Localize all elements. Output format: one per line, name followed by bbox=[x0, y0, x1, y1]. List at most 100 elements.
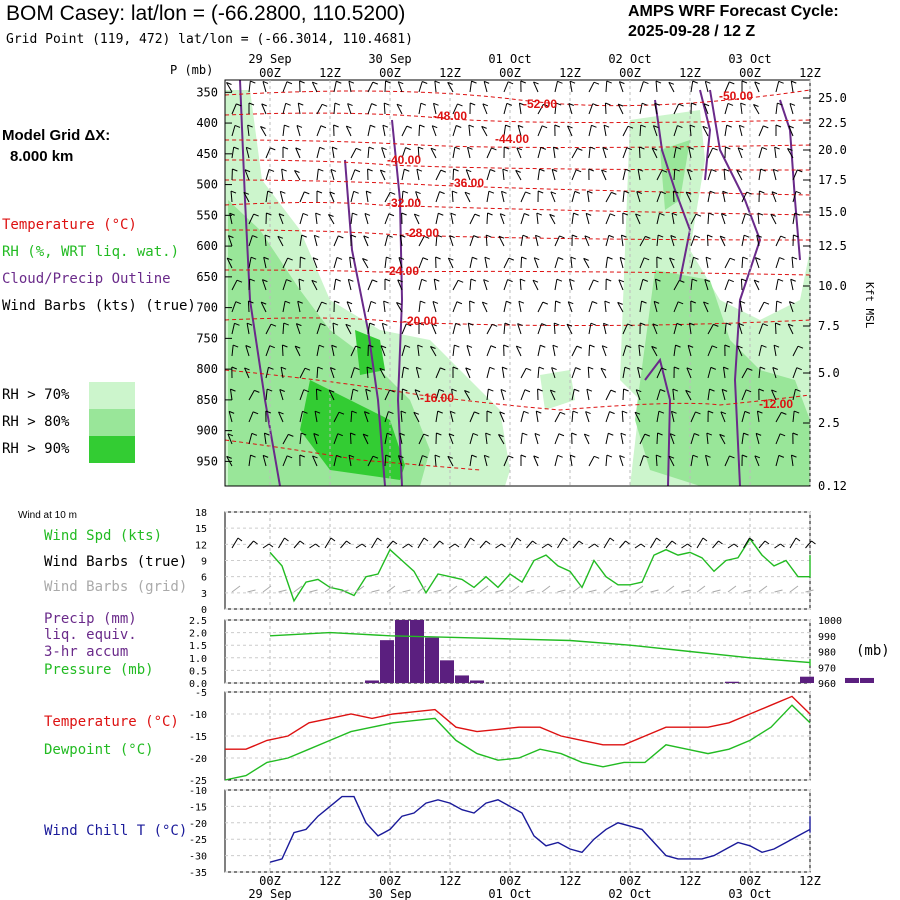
upper-barb bbox=[265, 169, 270, 181]
surface-barb-true-flag bbox=[687, 543, 692, 548]
temperature-contour-label: -36.00 bbox=[450, 176, 484, 190]
upper-barb-flag bbox=[651, 147, 658, 151]
upper-barb-flag bbox=[452, 190, 458, 194]
upper-barb-flag bbox=[654, 102, 660, 106]
upper-barb bbox=[775, 235, 782, 247]
upper-barb bbox=[588, 81, 595, 93]
upper-barb-flag bbox=[675, 146, 682, 150]
upper-barb-flag bbox=[759, 190, 765, 194]
upper-barb-flag bbox=[742, 256, 748, 260]
upper-barb-flag bbox=[404, 344, 411, 348]
upper-barb bbox=[690, 213, 697, 225]
upper-barb-flag bbox=[776, 300, 782, 304]
surface-barb-true bbox=[231, 537, 239, 549]
upper-barb bbox=[350, 148, 357, 159]
upper-barb-flag bbox=[362, 258, 368, 261]
upper-barb-flag bbox=[330, 367, 336, 371]
upper-barb bbox=[617, 302, 624, 313]
upper-barb bbox=[467, 147, 471, 159]
upper-barb bbox=[349, 432, 352, 445]
upper-barb-flag bbox=[457, 103, 463, 107]
upper-barb bbox=[651, 346, 658, 357]
upper-barb bbox=[348, 455, 352, 467]
upper-barb-flag bbox=[558, 257, 564, 260]
upper-barb-flag bbox=[304, 191, 310, 195]
upper-barb bbox=[483, 455, 488, 467]
upper-barb bbox=[637, 169, 641, 181]
kft-tick-label: 5.0 bbox=[818, 366, 840, 380]
upper-barb-flag bbox=[250, 454, 256, 458]
upper-barb-flag bbox=[695, 411, 701, 415]
surface-barb-true-flag bbox=[656, 537, 661, 542]
wind-chill-tick-label: -15 bbox=[189, 802, 207, 813]
upper-barb-flag bbox=[570, 256, 577, 260]
upper-barb bbox=[484, 257, 488, 269]
upper-barb-flag bbox=[318, 344, 325, 348]
upper-barb bbox=[601, 345, 607, 357]
upper-barb bbox=[248, 455, 252, 467]
temperature-contour-label: -48.00 bbox=[433, 109, 467, 123]
upper-barb-flag bbox=[464, 191, 471, 195]
upper-barb-flag bbox=[566, 323, 573, 327]
upper-barb bbox=[333, 455, 337, 467]
upper-barb-flag bbox=[244, 367, 250, 371]
upper-barb bbox=[312, 257, 318, 269]
upper-barb bbox=[501, 191, 505, 203]
upper-barb-flag bbox=[253, 213, 259, 217]
upper-barb-flag bbox=[351, 410, 357, 414]
upper-barb bbox=[635, 389, 641, 401]
upper-barb bbox=[333, 279, 337, 291]
upper-barb-flag bbox=[301, 234, 307, 238]
upper-barb bbox=[367, 125, 371, 137]
upper-barb-flag bbox=[690, 300, 696, 304]
upper-barb bbox=[346, 301, 352, 313]
precip-bar bbox=[725, 681, 739, 683]
surface-barb-true bbox=[774, 543, 781, 549]
upper-barb-flag bbox=[741, 278, 747, 282]
upper-barb-flag bbox=[504, 322, 511, 326]
upper-barb bbox=[741, 213, 746, 225]
upper-barb bbox=[738, 125, 743, 137]
upper-barb-flag bbox=[264, 234, 271, 238]
kft-tick-label: 15.0 bbox=[818, 205, 847, 219]
station-title: BOM Casey: lat/lon = (-66.2800, 110.5200… bbox=[6, 2, 406, 25]
upper-barb-flag bbox=[385, 80, 391, 84]
upper-barb-flag bbox=[294, 170, 300, 173]
surface-barb-grid bbox=[293, 585, 303, 593]
upper-barb-flag bbox=[778, 454, 785, 458]
surface-barb-grid bbox=[278, 589, 287, 593]
upper-barb-flag bbox=[314, 234, 320, 238]
upper-barb-flag bbox=[593, 279, 599, 283]
date-label-bottom: 03 Oct bbox=[728, 887, 771, 900]
surface-barb-grid bbox=[805, 589, 814, 593]
upper-barb bbox=[333, 81, 337, 93]
upper-barb bbox=[656, 213, 660, 225]
upper-barb-flag bbox=[637, 168, 644, 172]
upper-barb-flag bbox=[587, 190, 593, 194]
upper-barb-flag bbox=[754, 81, 760, 85]
upper-barb bbox=[401, 169, 405, 181]
upper-barb-flag bbox=[634, 411, 641, 415]
upper-barb-flag bbox=[284, 300, 291, 304]
upper-barb bbox=[520, 235, 524, 247]
wind-chill-line bbox=[269, 795, 811, 863]
surface-barb-grid bbox=[727, 585, 737, 593]
temperature-contour-label: -52.00 bbox=[523, 97, 557, 111]
upper-barb-flag bbox=[780, 235, 786, 239]
upper-barb-flag bbox=[482, 103, 489, 107]
precip-bar bbox=[395, 620, 409, 683]
kft-tick-label: 17.5 bbox=[818, 173, 847, 187]
upper-barb bbox=[265, 191, 269, 203]
upper-barb-flag bbox=[250, 80, 256, 84]
upper-barb-flag bbox=[286, 279, 292, 283]
upper-barb-flag bbox=[396, 103, 403, 107]
upper-barb bbox=[265, 147, 271, 159]
upper-barb-flag bbox=[583, 257, 589, 261]
upper-barb bbox=[639, 103, 643, 115]
pressure-tick-label: 550 bbox=[196, 208, 218, 222]
upper-barb-flag bbox=[338, 235, 344, 239]
cloud-outline-legend: Cloud/Precip Outline bbox=[2, 271, 171, 287]
upper-barb-flag bbox=[758, 388, 764, 392]
temperature-tick-label: -20 bbox=[189, 754, 207, 765]
upper-barb-flag bbox=[354, 169, 361, 173]
